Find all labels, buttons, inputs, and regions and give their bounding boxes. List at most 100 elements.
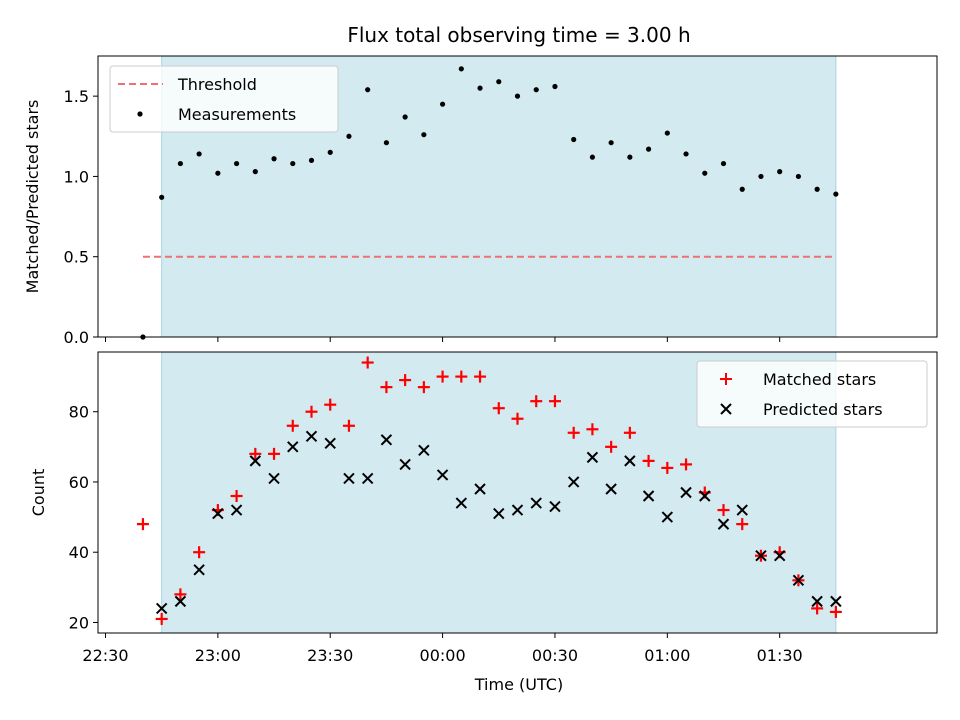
predicted-star-point bbox=[493, 507, 505, 520]
measurement-point bbox=[252, 169, 258, 175]
measurement-point bbox=[308, 157, 315, 163]
matched-star-point bbox=[455, 370, 468, 383]
measurement-point bbox=[290, 160, 296, 167]
measurement-point bbox=[645, 146, 652, 152]
predicted-star-point bbox=[418, 444, 430, 457]
x-tick-label: 22:30 bbox=[82, 646, 128, 665]
measurement-point bbox=[514, 93, 521, 99]
measurement-point bbox=[439, 101, 446, 107]
measurement-point bbox=[496, 79, 502, 85]
count-y-axis-label: Count bbox=[29, 469, 48, 517]
measurement-point bbox=[833, 191, 839, 197]
legend-threshold-label: Threshold bbox=[177, 75, 257, 94]
measurement-point bbox=[552, 83, 558, 90]
matched-star-point bbox=[417, 381, 430, 394]
predicted-star-point bbox=[792, 574, 805, 587]
y-tick-label: 0.0 bbox=[64, 328, 89, 347]
matched-star-point bbox=[586, 423, 599, 436]
measurement-point bbox=[589, 154, 596, 160]
legend-matched-swatch bbox=[720, 373, 732, 385]
measurement-point bbox=[777, 169, 783, 175]
predicted-star-point bbox=[736, 504, 748, 516]
predicted-star-point bbox=[755, 550, 767, 562]
predicted-star-point bbox=[212, 507, 224, 520]
matched-star-point bbox=[193, 546, 206, 559]
matched-star-point bbox=[399, 374, 412, 387]
measurement-point bbox=[421, 132, 427, 138]
predicted-star-point bbox=[624, 455, 636, 467]
measurement-point bbox=[533, 87, 539, 93]
ratio-points bbox=[140, 66, 839, 340]
predicted-star-point bbox=[287, 441, 299, 453]
matched-star-point bbox=[286, 419, 299, 432]
measurement-point bbox=[739, 186, 745, 192]
measurement-point bbox=[383, 140, 390, 146]
matched-star-point bbox=[155, 612, 168, 625]
x-tick-label: 23:30 bbox=[307, 646, 353, 665]
ratio-panel-frame bbox=[97, 55, 938, 338]
predicted-star-point bbox=[717, 518, 730, 530]
matched-star-point bbox=[661, 461, 674, 474]
y-tick-label: 60 bbox=[69, 473, 89, 492]
measurement-point bbox=[271, 156, 277, 162]
matched-star-point bbox=[492, 402, 505, 415]
matched-star-point bbox=[268, 447, 281, 460]
measurement-point bbox=[159, 194, 165, 200]
x-axis-label: Time (UTC) bbox=[474, 675, 563, 694]
matched-star-point bbox=[230, 490, 243, 503]
x-tick-label: 23:00 bbox=[195, 646, 241, 665]
count-panel: 20 40 60 80 22:30 23:00 23:30 00:00 00:30 01:00 0… bbox=[29, 351, 938, 694]
matched-star-point bbox=[829, 605, 842, 618]
predicted-star-point bbox=[661, 511, 674, 523]
predicted-star-point bbox=[193, 564, 205, 576]
measurement-point bbox=[795, 173, 802, 180]
matched-star-point bbox=[474, 370, 487, 383]
predicted-star-point bbox=[455, 497, 468, 509]
measurement-point bbox=[702, 170, 708, 176]
predicted-star-point bbox=[511, 504, 524, 516]
y-tick-label: 80 bbox=[69, 403, 89, 422]
measurement-point bbox=[608, 140, 614, 146]
predicted-star-point bbox=[324, 437, 336, 450]
measurement-point bbox=[458, 66, 464, 72]
matched-star-point bbox=[361, 356, 374, 369]
predicted-star-point bbox=[361, 472, 374, 485]
x-tick-label: 00:00 bbox=[420, 646, 466, 665]
matched-star-point bbox=[305, 405, 318, 418]
measurement-point bbox=[664, 130, 670, 136]
matched-star-point bbox=[174, 588, 187, 601]
count-legend: Matched stars Predicted stars bbox=[696, 360, 928, 428]
measurement-point bbox=[627, 154, 633, 160]
predicted-star-point bbox=[773, 550, 786, 562]
ratio-x-ticks bbox=[104, 337, 781, 342]
matched-star-point bbox=[324, 398, 337, 411]
matched-star-point bbox=[342, 419, 355, 432]
predicted-star-point bbox=[343, 472, 355, 485]
ratio-y-ticks: 0.0 0.5 1.0 1.5 bbox=[64, 87, 98, 347]
predicted-star-point bbox=[680, 486, 692, 499]
measurement-point bbox=[571, 136, 577, 143]
count-y-ticks: 20 40 60 80 bbox=[69, 403, 98, 632]
ratio-panel: 0.0 0.5 1.0 1.5 Matched/Predicted stars Thr… bbox=[23, 55, 938, 347]
measurement-point bbox=[720, 160, 727, 167]
matched-star-point bbox=[717, 504, 730, 517]
x-tick-label: 00:30 bbox=[532, 646, 578, 665]
measurement-point bbox=[346, 133, 352, 139]
y-tick-label: 40 bbox=[69, 543, 89, 562]
matched-star-point bbox=[511, 412, 524, 425]
predicted-star-point bbox=[830, 595, 842, 608]
predicted-star-point bbox=[605, 483, 617, 495]
measurement-point bbox=[477, 85, 483, 91]
measurement-point bbox=[683, 151, 689, 157]
matched-star-point bbox=[605, 440, 618, 453]
measurement-point bbox=[196, 151, 202, 157]
predicted-star-point bbox=[249, 455, 262, 467]
predicted-star-point bbox=[399, 458, 411, 471]
measurement-point bbox=[758, 173, 764, 180]
matched-star-point bbox=[136, 518, 149, 531]
measurement-point bbox=[365, 87, 371, 93]
matched-star-point bbox=[680, 458, 693, 471]
predicted-star-point bbox=[586, 451, 599, 464]
matched-star-point bbox=[642, 454, 655, 467]
